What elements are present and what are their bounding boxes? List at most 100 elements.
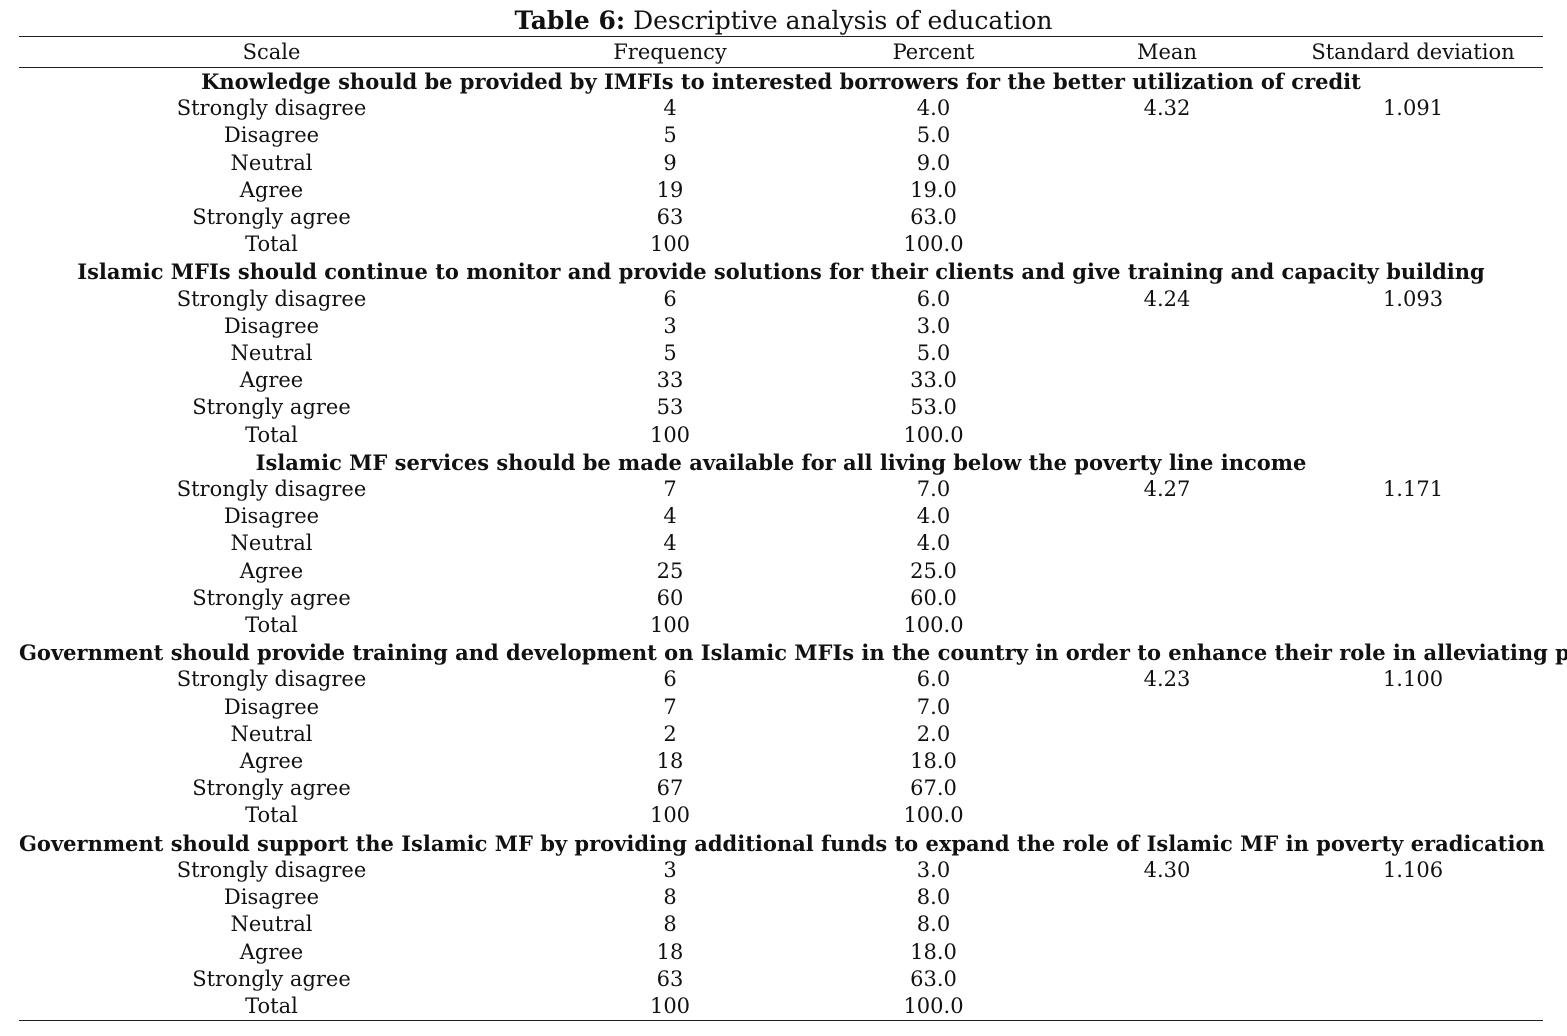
percent-cell: 4.0 xyxy=(916,504,951,529)
group-title-row: Knowledge should be provided by IMFIs to… xyxy=(19,68,1543,96)
percent-cell: 53.0 xyxy=(910,395,957,420)
frequency-cell: 6 xyxy=(663,667,677,692)
scale-cell: Disagree xyxy=(223,885,320,910)
table-row: Neutral 5 5.0 xyxy=(19,340,1543,367)
table-row: Neutral 8 8.0 xyxy=(19,911,1543,938)
frequency-cell: 18 xyxy=(656,939,684,964)
frequency-cell: 25 xyxy=(656,558,684,583)
group-title: Knowledge should be provided by IMFIs to… xyxy=(201,69,1361,94)
table-row: Strongly agree 53 53.0 xyxy=(19,394,1543,421)
percent-cell: 63.0 xyxy=(910,966,957,991)
mean-cell: 4.27 xyxy=(1143,477,1191,502)
scale-cell: Disagree xyxy=(223,694,320,719)
table-row: Strongly agree 67 67.0 xyxy=(19,775,1543,802)
percent-cell: 25.0 xyxy=(910,558,957,583)
standard-deviation-cell xyxy=(1283,694,1543,721)
standard-deviation-cell: 1.100 xyxy=(1382,667,1444,692)
standard-deviation-cell xyxy=(1283,177,1543,204)
mean-cell xyxy=(1051,150,1283,177)
mean-cell xyxy=(1051,775,1283,802)
scale-cell: Strongly disagree xyxy=(176,477,367,502)
standard-deviation-cell xyxy=(1283,313,1543,340)
table-row: Disagree 4 4.0 xyxy=(19,503,1543,530)
group-title: Islamic MF services should be made avail… xyxy=(255,449,1307,475)
standard-deviation-cell xyxy=(1283,748,1543,775)
scale-cell: Total xyxy=(245,993,298,1018)
table-row: Disagree 5 5.0 xyxy=(19,122,1543,149)
scale-cell: Strongly disagree xyxy=(176,286,367,311)
standard-deviation-cell xyxy=(1283,939,1543,966)
frequency-cell: 3 xyxy=(663,857,677,882)
standard-deviation-cell: 1.171 xyxy=(1382,477,1444,502)
header-mean: Mean xyxy=(1137,40,1197,64)
group-title: Islamic MFIs should continue to monitor … xyxy=(77,259,1485,285)
standard-deviation-cell xyxy=(1283,966,1543,993)
mean-cell: 4.23 xyxy=(1143,667,1191,692)
scale-cell: Total xyxy=(245,232,298,257)
table-row: Disagree 7 7.0 xyxy=(19,694,1543,721)
mean-cell xyxy=(1051,939,1283,966)
table-body: Knowledge should be provided by IMFIs to… xyxy=(19,68,1567,1021)
table-row: Total 100 100.0 xyxy=(19,231,1543,258)
header-row: Scale Frequency Percent Mean Standard de… xyxy=(19,36,1543,68)
table-row: Agree 33 33.0 xyxy=(19,367,1543,394)
frequency-cell: 63 xyxy=(656,966,684,991)
table-caption: Table 6: Descriptive analysis of educati… xyxy=(0,4,1567,38)
percent-cell: 63.0 xyxy=(910,205,957,230)
percent-cell: 7.0 xyxy=(916,477,951,502)
standard-deviation-cell: 1.091 xyxy=(1382,96,1444,121)
percent-cell: 100.0 xyxy=(903,993,964,1018)
table-row: Total 100 100.0 xyxy=(19,993,1543,1021)
scale-cell: Neutral xyxy=(230,531,313,556)
group-title-row: Islamic MF services should be made avail… xyxy=(19,449,1543,476)
scale-cell: Strongly disagree xyxy=(176,857,367,882)
table-row: Strongly disagree 4 4.0 4.32 1.091 xyxy=(19,95,1543,122)
mean-cell xyxy=(1051,367,1283,394)
percent-cell: 6.0 xyxy=(916,286,951,311)
scale-cell: Agree xyxy=(239,368,304,393)
table-row: Disagree 8 8.0 xyxy=(19,884,1543,911)
standard-deviation-cell xyxy=(1283,394,1543,421)
frequency-cell: 100 xyxy=(649,803,691,828)
percent-cell: 18.0 xyxy=(910,749,957,774)
frequency-cell: 100 xyxy=(649,232,691,257)
scale-cell: Strongly agree xyxy=(192,966,351,991)
group-title-row: Government should provide training and d… xyxy=(19,639,1567,666)
table-row: Disagree 3 3.0 xyxy=(19,313,1543,340)
standard-deviation-cell xyxy=(1283,530,1543,557)
table-row: Total 100 100.0 xyxy=(19,422,1543,449)
percent-cell: 8.0 xyxy=(916,885,951,910)
group-title-row: Government should support the Islamic MF… xyxy=(19,830,1545,857)
scale-cell: Total xyxy=(245,613,298,638)
mean-cell xyxy=(1051,204,1283,231)
table-row: Total 100 100.0 xyxy=(19,802,1543,829)
standard-deviation-cell xyxy=(1283,884,1543,911)
frequency-cell: 3 xyxy=(663,313,677,338)
mean-cell xyxy=(1051,612,1283,639)
table-row: Neutral 9 9.0 xyxy=(19,150,1543,177)
percent-cell: 8.0 xyxy=(916,912,951,937)
table-row: Strongly agree 63 63.0 xyxy=(19,966,1543,993)
percent-cell: 100.0 xyxy=(903,613,964,638)
scale-cell: Disagree xyxy=(223,123,320,148)
mean-cell xyxy=(1051,422,1283,449)
percent-cell: 100.0 xyxy=(903,803,964,828)
percent-cell: 67.0 xyxy=(910,776,957,801)
scale-cell: Strongly agree xyxy=(192,205,351,230)
table-header: Scale Frequency Percent Mean Standard de… xyxy=(19,36,1543,68)
table-row: Agree 25 25.0 xyxy=(19,558,1543,585)
percent-cell: 3.0 xyxy=(916,313,951,338)
mean-cell xyxy=(1051,748,1283,775)
standard-deviation-cell xyxy=(1283,150,1543,177)
frequency-cell: 100 xyxy=(649,993,691,1018)
table-row: Strongly disagree 3 3.0 4.30 1.106 xyxy=(19,857,1543,884)
mean-cell xyxy=(1051,231,1283,258)
frequency-cell: 2 xyxy=(663,721,677,746)
frequency-cell: 100 xyxy=(649,422,691,447)
percent-cell: 2.0 xyxy=(916,721,951,746)
mean-cell xyxy=(1051,884,1283,911)
frequency-cell: 5 xyxy=(663,123,677,148)
standard-deviation-cell xyxy=(1283,612,1543,639)
scale-cell: Agree xyxy=(239,749,304,774)
standard-deviation-cell xyxy=(1283,802,1543,829)
